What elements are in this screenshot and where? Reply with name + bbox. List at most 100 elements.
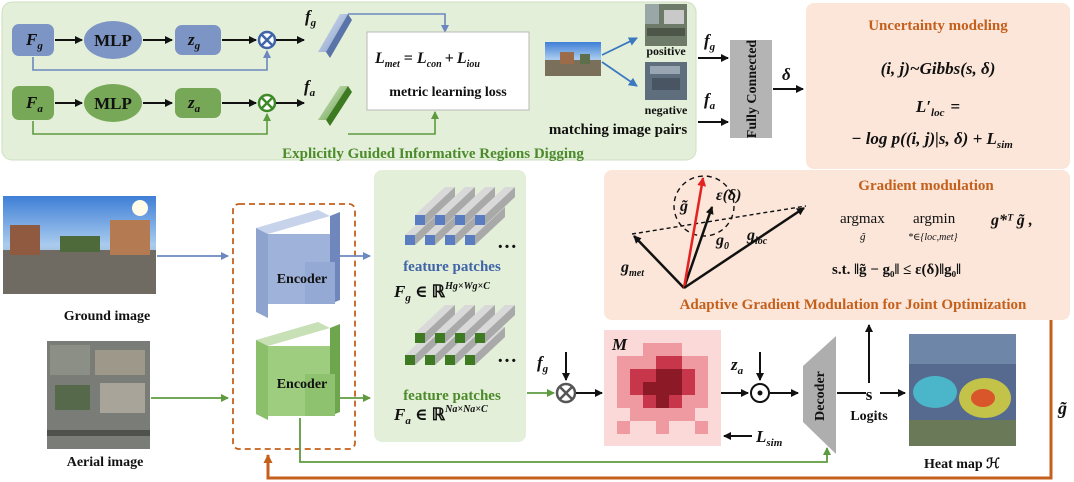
fg-vector-bar xyxy=(318,14,352,58)
delta-label: δ xyxy=(782,65,791,84)
multiply-icon-g xyxy=(257,30,277,50)
svg-text:g0: g0 xyxy=(715,232,729,252)
M-cell xyxy=(630,395,643,408)
svg-text:g̃: g̃ xyxy=(679,198,688,215)
aerial-image-label: Aerial image xyxy=(67,455,144,470)
mlp-node-g xyxy=(84,21,142,59)
feature-patches-panel: … feature patches Fg ∈ ℝHg×Wg×C … feature… xyxy=(374,170,526,442)
aerial-image xyxy=(47,341,150,449)
M-cell xyxy=(669,382,682,395)
ground-patches xyxy=(405,187,515,245)
Fg-shape: Fg ∈ ℝHg×Wg×C xyxy=(393,281,490,304)
M-cell xyxy=(656,343,669,356)
svg-text:fg: fg xyxy=(305,7,317,29)
Fa-shape: Fa ∈ ℝNa×Na×C xyxy=(393,404,488,427)
M-cell xyxy=(695,369,708,382)
M-label: M xyxy=(611,335,628,354)
M-cell xyxy=(669,395,682,408)
svg-text:g*ᵀ g̃ ,: g*ᵀ g̃ , xyxy=(990,212,1033,229)
mlp-label-g: MLP xyxy=(94,31,132,50)
feature-patches-g-label: feature patches xyxy=(403,259,501,275)
M-cell xyxy=(682,408,695,421)
negative-label: negative xyxy=(645,103,688,117)
mlp-node-a xyxy=(84,84,142,122)
guided-regions-caption: Explicitly Guided Informative Regions Di… xyxy=(282,146,584,162)
ground-patch xyxy=(455,187,495,225)
ground-patch xyxy=(475,187,515,225)
query-thumbnail xyxy=(545,42,601,76)
svg-text:gmet: gmet xyxy=(620,259,645,279)
M-cell xyxy=(617,395,630,408)
svg-text:argmax: argmax xyxy=(840,211,885,227)
ground-patch xyxy=(415,187,455,225)
M-cell xyxy=(630,356,643,369)
aerial-patch xyxy=(455,305,495,343)
matching-caption: matching image pairs xyxy=(549,122,687,138)
multiply-icon-bottom xyxy=(555,382,577,404)
svg-text:*∈{loc,met}: *∈{loc,met} xyxy=(908,232,958,243)
svg-text:fa: fa xyxy=(304,77,316,99)
M-cell xyxy=(682,356,695,369)
M-cell xyxy=(669,369,682,382)
heat-map-output xyxy=(909,334,1016,446)
encoder-group xyxy=(232,203,356,450)
M-cell xyxy=(617,421,630,434)
M-cell xyxy=(643,343,656,356)
Fg-node xyxy=(12,24,54,56)
metric-loss-equation: Lmet = Lcon + Liou xyxy=(374,50,480,70)
heat-map-label: Heat map ℋ xyxy=(924,457,1000,472)
svg-text:ε(δ): ε(δ) xyxy=(716,187,741,204)
multiply-icon-a xyxy=(257,93,277,113)
epsilon-ball xyxy=(673,175,735,237)
M-cell xyxy=(643,369,656,382)
M-cell xyxy=(630,382,643,395)
aerial-patches xyxy=(405,305,515,365)
M-cell xyxy=(656,382,669,395)
uncertainty-title: Uncertainty modeling xyxy=(868,18,1008,34)
svg-text:g̃: g̃ xyxy=(860,231,866,243)
M-cell xyxy=(643,382,656,395)
encoder-aerial-label: Encoder xyxy=(277,377,328,392)
svg-text:…: … xyxy=(497,231,517,253)
svg-text:fg: fg xyxy=(704,31,716,53)
feature-patches-a-label: feature patches xyxy=(403,388,501,404)
logits-label: Logits xyxy=(850,409,888,424)
svg-text:fg: fg xyxy=(537,353,549,375)
M-cell xyxy=(682,382,695,395)
positive-thumbnail xyxy=(645,4,687,46)
svg-text:zg: zg xyxy=(187,30,201,52)
svg-text:Fg: Fg xyxy=(25,30,43,52)
encoder-ground-label: Encoder xyxy=(277,272,328,287)
svg-text:Fa: Fa xyxy=(25,93,43,115)
M-cell xyxy=(656,408,669,421)
M-cell xyxy=(617,356,630,369)
M-cell xyxy=(643,356,656,369)
similarity-map-M xyxy=(604,330,721,446)
svg-text:gloc: gloc xyxy=(746,227,768,247)
gradient-caption: Adaptive Gradient Modulation for Joint O… xyxy=(680,297,1027,313)
gradient-title: Gradient modulation xyxy=(858,178,994,194)
M-cell xyxy=(695,395,708,408)
ground-image xyxy=(3,196,156,294)
gradient-panel: Gradient modulation g̃ ε(δ) g0 gloc gmet… xyxy=(604,170,1070,320)
g-tilde-feedback: g̃ xyxy=(1057,398,1067,418)
fully-connected-block: Fully Connected xyxy=(730,40,772,138)
positive-label: positive xyxy=(646,44,686,58)
M-cell xyxy=(656,395,669,408)
M-cell xyxy=(695,421,708,434)
M-cell xyxy=(617,369,630,382)
M-cell xyxy=(656,369,669,382)
uncertainty-eq1: (i, j)~Gibbs(s, δ) xyxy=(881,59,996,78)
uncertainty-eq2: L′loc = xyxy=(915,97,960,119)
decoder-block: Decoder xyxy=(803,336,836,454)
svg-text:za: za xyxy=(730,355,744,377)
svg-text:Decoder: Decoder xyxy=(813,371,828,421)
svg-text:fa: fa xyxy=(704,90,716,112)
uncertainty-panel: Uncertainty modeling (i, j)~Gibbs(s, δ) … xyxy=(806,3,1070,169)
aerial-patch xyxy=(435,305,475,343)
ground-image-label: Ground image xyxy=(64,309,150,324)
M-cell xyxy=(669,356,682,369)
M-cell xyxy=(643,395,656,408)
mlp-label-a: MLP xyxy=(94,94,132,113)
